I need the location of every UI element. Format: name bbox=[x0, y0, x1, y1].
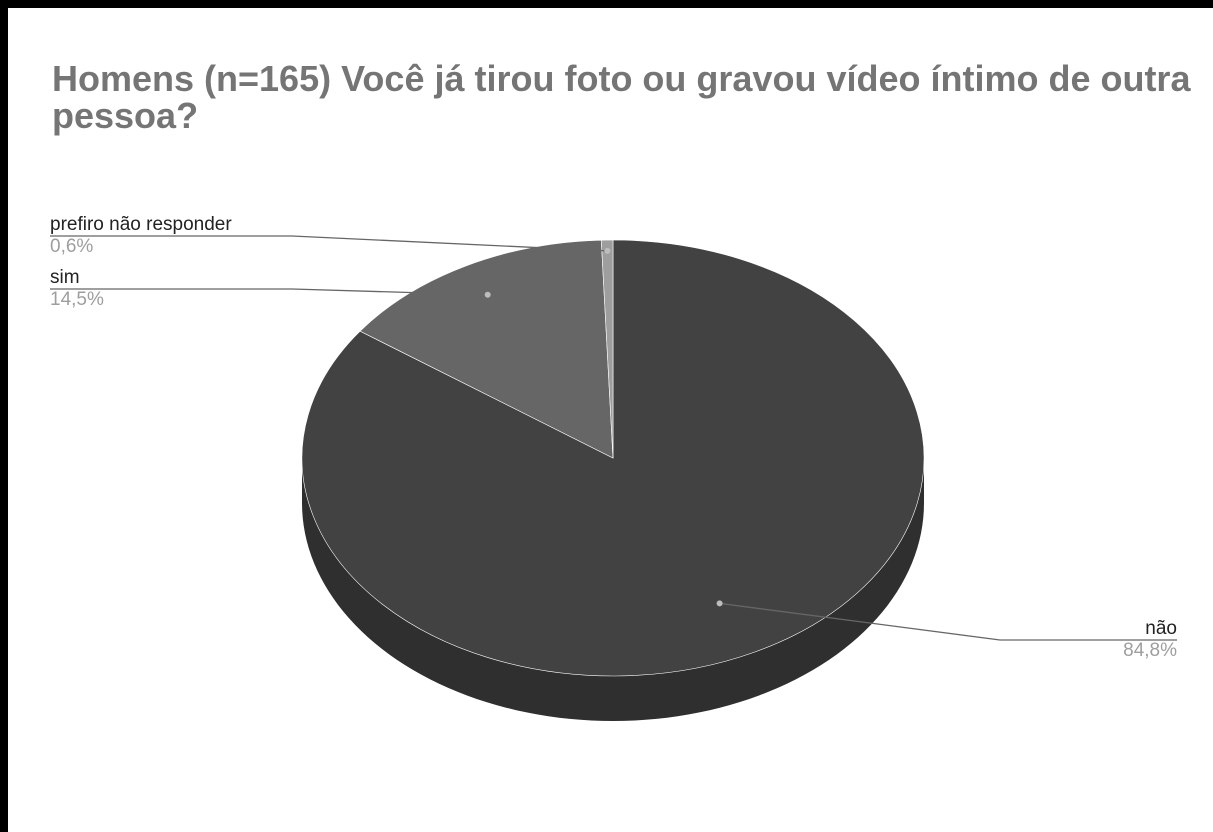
pie-sides bbox=[302, 458, 924, 721]
leader-line-prefiro-nao-responder bbox=[50, 235, 608, 252]
leader-line-sim bbox=[50, 288, 488, 296]
pie-side-nao bbox=[302, 458, 924, 721]
leader-dot-prefiro-nao-responder bbox=[604, 247, 611, 254]
leader-line-nao bbox=[719, 602, 1177, 641]
pie-slice-sim[interactable] bbox=[359, 239, 614, 459]
label-nao: não bbox=[1145, 618, 1177, 639]
label-sim: sim bbox=[50, 267, 80, 288]
label-prefiro-nao-responder: prefiro não responder bbox=[50, 214, 232, 235]
pie-slice-prefiro-nao-responder[interactable] bbox=[600, 239, 614, 459]
chart-title: Homens (n=165) Você já tirou foto ou gra… bbox=[52, 58, 1191, 136]
leader-dot-sim bbox=[484, 291, 491, 298]
value-label-prefiro-nao-responder: 0,6% bbox=[50, 236, 93, 257]
value-label-sim: 14,5% bbox=[50, 289, 104, 310]
leader-dot-nao bbox=[716, 600, 723, 607]
pie-leaders bbox=[50, 235, 1177, 641]
pie-slice-nao[interactable] bbox=[301, 239, 925, 677]
value-label-nao: 84,8% bbox=[1123, 640, 1177, 661]
pie-tops bbox=[301, 239, 925, 677]
